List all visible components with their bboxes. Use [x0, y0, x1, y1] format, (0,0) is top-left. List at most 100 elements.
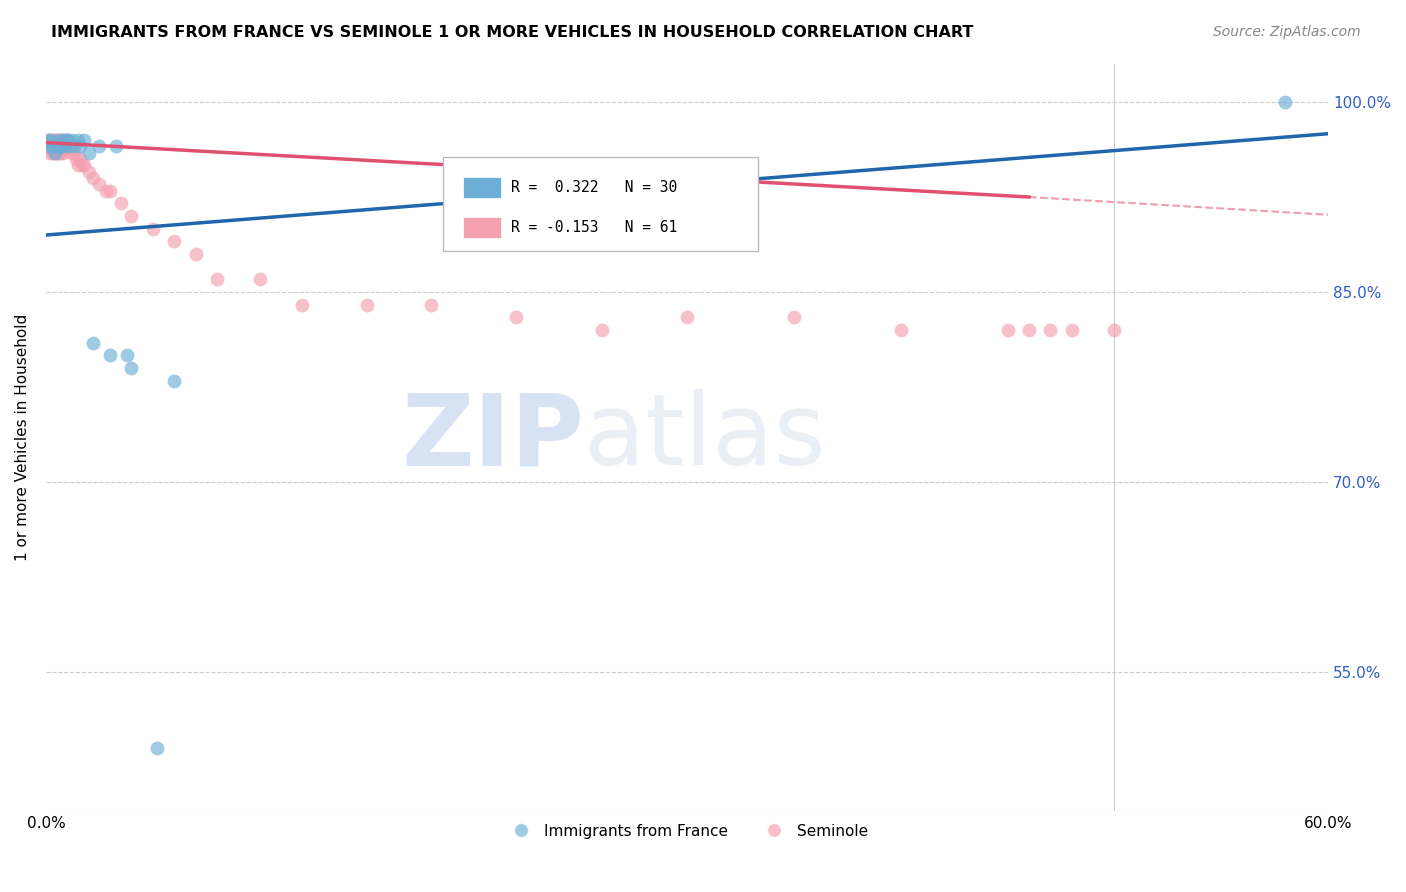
Point — [110, 196, 132, 211]
Point — [37, 133, 59, 147]
Point — [997, 323, 1019, 337]
Text: R =  0.322   N = 30: R = 0.322 N = 30 — [512, 180, 678, 195]
Point — [120, 361, 142, 376]
Point — [249, 272, 271, 286]
Point — [56, 133, 79, 147]
Point — [1018, 323, 1040, 337]
Point — [72, 158, 94, 172]
Point — [356, 298, 378, 312]
Point — [41, 145, 63, 160]
Point — [52, 139, 75, 153]
Point — [41, 133, 63, 147]
Point — [49, 139, 72, 153]
Point — [53, 133, 76, 147]
Point — [142, 221, 165, 235]
Point — [60, 139, 83, 153]
Text: IMMIGRANTS FROM FRANCE VS SEMINOLE 1 OR MORE VEHICLES IN HOUSEHOLD CORRELATION C: IMMIGRANTS FROM FRANCE VS SEMINOLE 1 OR … — [51, 25, 973, 40]
Point — [82, 171, 104, 186]
Point — [39, 139, 62, 153]
Point — [591, 323, 613, 337]
Point — [49, 139, 72, 153]
Point — [77, 145, 100, 160]
Point — [146, 740, 169, 755]
Text: R = -0.153   N = 61: R = -0.153 N = 61 — [512, 220, 678, 235]
Point — [44, 133, 66, 147]
Point — [45, 139, 67, 153]
Point — [82, 335, 104, 350]
Point — [48, 133, 70, 147]
Point — [39, 133, 62, 147]
Text: atlas: atlas — [585, 389, 827, 486]
Point — [98, 184, 121, 198]
Point — [419, 298, 441, 312]
Point — [184, 247, 207, 261]
Point — [69, 139, 91, 153]
Point — [676, 310, 699, 325]
Point — [163, 235, 186, 249]
Point — [52, 133, 75, 147]
FancyBboxPatch shape — [443, 158, 758, 251]
Point — [60, 145, 83, 160]
Point — [205, 272, 228, 286]
Point — [53, 138, 76, 153]
Point — [49, 133, 72, 147]
Point — [505, 310, 527, 325]
Point — [1104, 323, 1126, 337]
Point — [56, 133, 79, 147]
Point — [66, 133, 89, 147]
Point — [52, 145, 75, 160]
Point — [45, 139, 67, 153]
Point — [53, 139, 76, 153]
Point — [1060, 323, 1083, 337]
Point — [39, 145, 62, 160]
Point — [73, 158, 96, 172]
Point — [48, 139, 70, 153]
Bar — [463, 218, 501, 238]
Point — [41, 139, 63, 153]
Point — [77, 164, 100, 178]
Point — [1039, 323, 1062, 337]
Point — [39, 139, 62, 153]
Point — [48, 139, 70, 153]
Point — [62, 145, 84, 160]
Point — [52, 133, 75, 147]
Point — [56, 133, 79, 147]
Point — [98, 348, 121, 362]
Point — [1274, 95, 1296, 109]
Point — [41, 133, 63, 147]
Point — [89, 178, 111, 192]
Point — [41, 139, 63, 153]
Text: Source: ZipAtlas.com: Source: ZipAtlas.com — [1213, 25, 1361, 39]
Point — [783, 310, 806, 325]
Text: ZIP: ZIP — [402, 389, 585, 486]
Point — [120, 209, 142, 223]
Point — [56, 139, 79, 153]
Y-axis label: 1 or more Vehicles in Household: 1 or more Vehicles in Household — [15, 314, 30, 561]
Point — [48, 145, 70, 160]
Point — [115, 348, 138, 362]
Point — [66, 158, 89, 172]
Point — [37, 133, 59, 147]
Point — [44, 139, 66, 153]
Legend: Immigrants from France, Seminole: Immigrants from France, Seminole — [501, 817, 875, 845]
Point — [45, 145, 67, 160]
Point — [65, 152, 87, 166]
Point — [49, 145, 72, 160]
Point — [291, 298, 314, 312]
Point — [62, 139, 84, 153]
Point — [94, 184, 117, 198]
Point — [58, 139, 80, 153]
Point — [45, 133, 67, 147]
Point — [60, 133, 83, 147]
Point — [890, 323, 912, 337]
Point — [52, 139, 75, 153]
Bar — [463, 178, 501, 198]
Point — [48, 133, 70, 147]
Point — [44, 145, 66, 160]
Point — [163, 374, 186, 388]
Point — [37, 139, 59, 153]
Point — [89, 139, 111, 153]
Point — [58, 139, 80, 153]
Point — [69, 152, 91, 166]
Point — [73, 133, 96, 147]
